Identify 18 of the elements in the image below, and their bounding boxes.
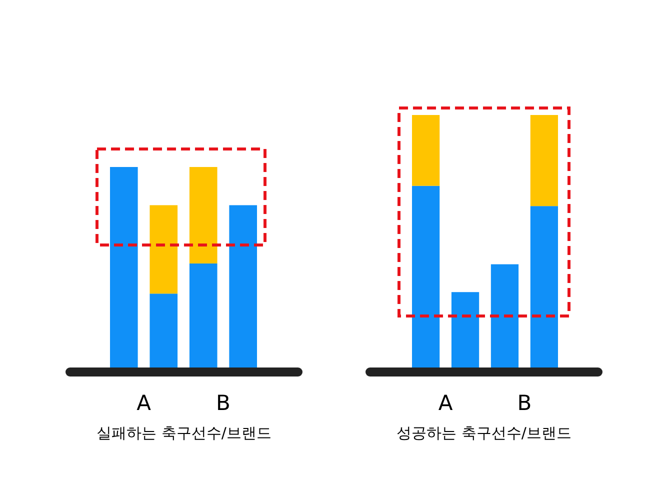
x-axis-title: 성공하는 축구선수/브랜드 [396, 424, 572, 442]
bar [530, 115, 558, 206]
bar [189, 167, 218, 264]
bar [189, 263, 218, 368]
bar [150, 205, 178, 294]
bar [110, 167, 138, 368]
bar [530, 206, 558, 368]
bar [150, 294, 178, 368]
bar [412, 115, 440, 186]
text: B [517, 391, 532, 415]
text: A [136, 391, 152, 415]
text: B [216, 391, 230, 415]
bar [229, 205, 257, 368]
text: A [438, 391, 454, 415]
bar [490, 264, 519, 368]
bar [412, 186, 440, 368]
bar [451, 292, 480, 368]
x-axis-title: 실패하는 축구선수/브랜드 [96, 424, 272, 442]
